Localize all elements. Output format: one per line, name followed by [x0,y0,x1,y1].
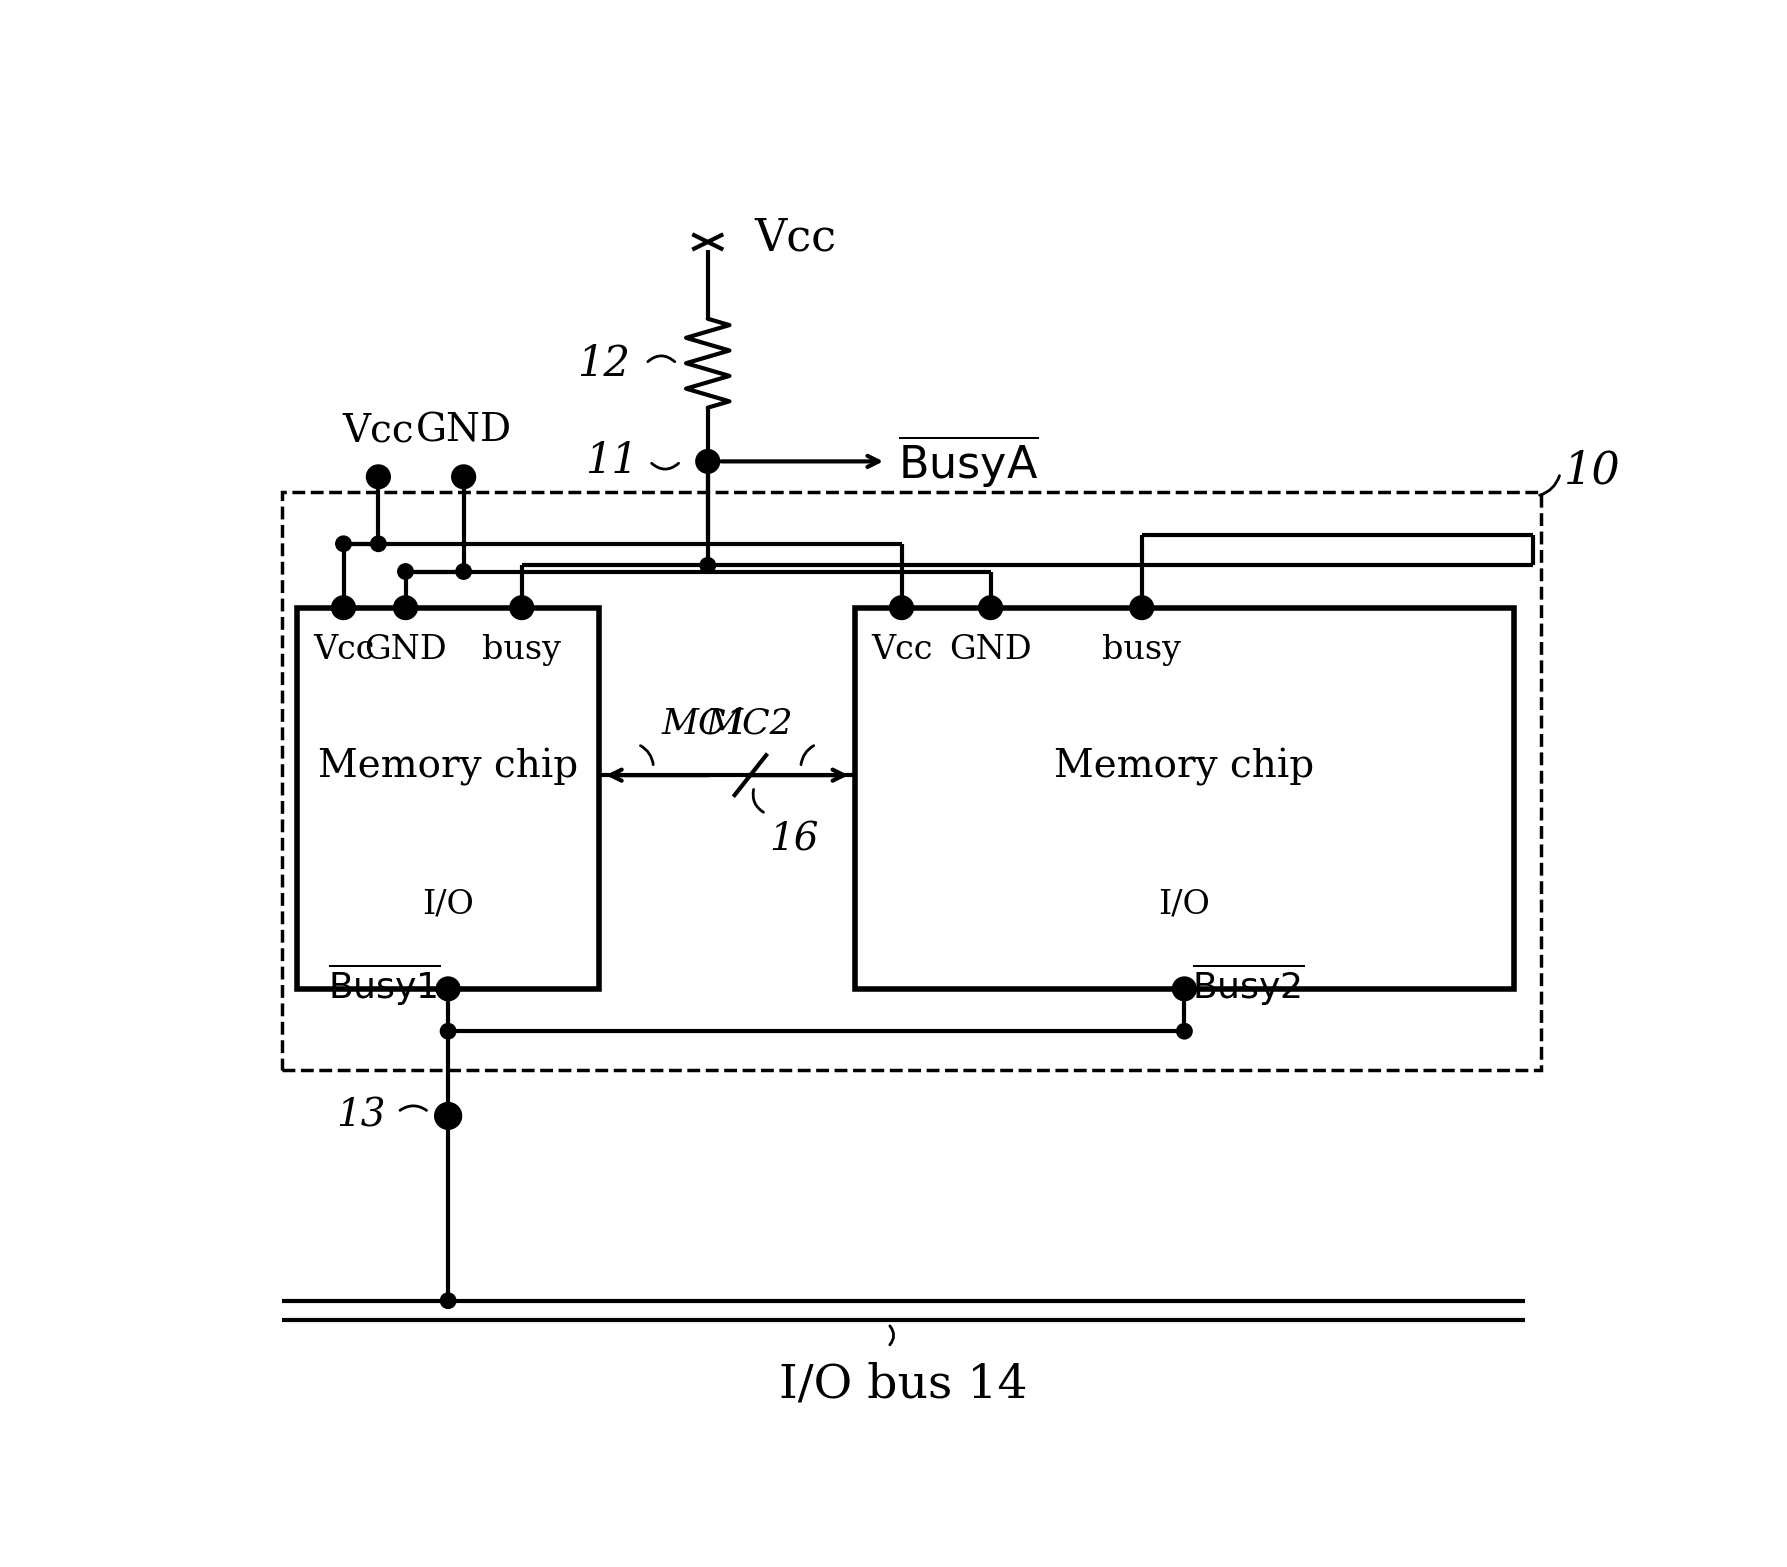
Text: 11: 11 [584,440,638,483]
Circle shape [399,564,413,580]
Circle shape [395,597,416,619]
Text: Vcc: Vcc [313,635,373,666]
Bar [854,608,1514,989]
Text: Memory chip: Memory chip [1054,749,1315,787]
Circle shape [336,536,352,552]
Text: $\overline{\rm Busy2}$: $\overline{\rm Busy2}$ [1192,962,1305,1008]
Text: I/O: I/O [422,888,474,920]
Text: $\overline{\rm Busy1}$: $\overline{\rm Busy1}$ [327,962,440,1008]
Circle shape [511,597,533,619]
Circle shape [332,597,354,619]
Circle shape [440,1023,456,1039]
Circle shape [440,1293,456,1308]
Bar [297,608,599,989]
Text: I/O: I/O [1158,888,1210,920]
Text: 10: 10 [1564,450,1621,492]
Text: 16: 16 [770,821,818,859]
Text: I/O bus 14: I/O bus 14 [779,1362,1028,1407]
Text: MC2: MC2 [706,707,793,741]
Circle shape [1131,597,1153,619]
Text: Vcc: Vcc [754,216,836,260]
Circle shape [368,465,390,487]
Text: 12: 12 [577,343,631,384]
Circle shape [701,558,715,574]
Circle shape [979,597,1001,619]
Text: Memory chip: Memory chip [318,749,579,787]
Circle shape [1174,978,1196,1000]
Circle shape [697,451,718,472]
Text: GND: GND [365,635,447,666]
Circle shape [456,564,472,580]
Bar [282,492,1540,1070]
Text: Vcc: Vcc [870,635,933,666]
Text: MC1: MC1 [661,707,749,741]
Text: GND: GND [416,412,511,450]
Circle shape [890,597,913,619]
Circle shape [1176,1023,1192,1039]
Text: 13: 13 [336,1097,386,1135]
Text: $\overline{\rm BusyA}$: $\overline{\rm BusyA}$ [897,432,1038,489]
Circle shape [436,1103,461,1128]
Text: busy: busy [1103,635,1181,666]
Circle shape [370,536,386,552]
Circle shape [438,978,459,1000]
Text: GND: GND [949,635,1031,666]
Text: busy: busy [482,635,561,666]
Text: Vcc: Vcc [343,412,415,450]
Circle shape [452,465,475,487]
